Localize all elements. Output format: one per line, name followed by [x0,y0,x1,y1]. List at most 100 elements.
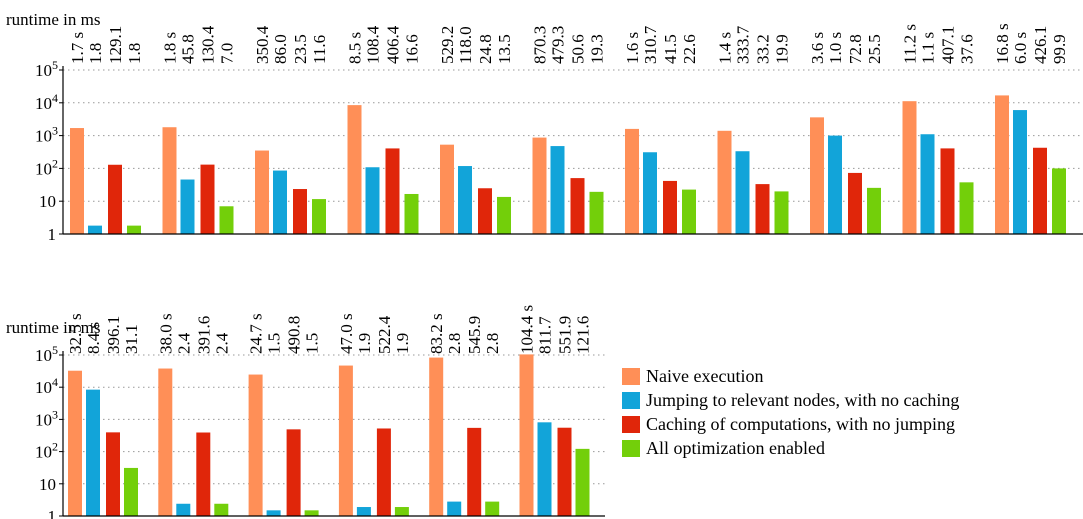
data-label: 391.6 [194,316,213,354]
data-label: 121.6 [574,316,593,354]
bar [266,510,281,516]
bar [312,199,326,234]
bar [176,503,191,516]
legend-swatch-naive [622,367,640,385]
data-label: 11.6 [310,35,329,64]
bar [356,507,371,516]
data-label: 870.3 [531,26,550,64]
bar [273,170,287,234]
data-label: 19.9 [773,34,792,64]
legend-item-jumping: Jumping to relevant nodes, with no cachi… [622,388,959,412]
bar [902,101,917,235]
data-label: 50.6 [569,34,588,64]
legend-swatch-caching [622,415,640,433]
bar [158,368,173,516]
bar [810,117,824,234]
bar [557,427,572,516]
data-label: 118.0 [456,26,475,64]
data-label: 72.8 [846,34,865,64]
bar [589,191,604,234]
data-label: 2.8 [483,333,502,354]
bar [286,429,301,516]
bar [214,503,229,516]
legend-label-jumping: Jumping to relevant nodes, with no cachi… [646,389,960,410]
data-label: 25.5 [865,34,884,64]
legend-swatch-all-optimization [622,439,640,457]
data-label: 2.4 [174,332,193,354]
bar [106,432,120,516]
y-axis-label: runtime in ms [6,10,100,29]
bar [774,191,789,234]
data-label: 16.8 s [993,23,1012,64]
y-tick-label: 105 [35,58,58,80]
bar [124,467,138,516]
data-label: 1.8 [86,43,105,64]
legend-swatch-jumping [622,391,640,409]
data-label: 1.1 s [919,32,938,64]
data-label: 8.4 s [84,322,103,354]
data-label: 350.4 [253,25,272,64]
bar [575,448,590,516]
bar [429,357,444,516]
data-label: 529.2 [438,26,457,64]
data-label: 8.5 s [346,32,365,64]
data-label: 19.3 [588,34,607,64]
data-label: 24.8 [476,34,495,64]
bar [304,510,319,516]
bar [643,152,657,234]
y-tick-label: 10 [39,192,56,211]
bar [376,428,391,516]
data-label: 99.9 [1050,34,1069,64]
legend: Naive execution Jumping to relevant node… [622,364,959,460]
data-label: 83.2 s [427,313,446,354]
data-label: 13.5 [495,34,514,64]
bar [1052,168,1066,234]
legend-label-naive: Naive execution [646,365,764,386]
bar [219,206,234,234]
bar [365,167,380,234]
data-label: 310.7 [641,25,660,64]
bar [200,164,215,234]
data-label: 11.2 s [901,24,920,64]
bar [248,374,263,516]
bar [255,150,269,234]
bar [940,148,955,234]
bar [293,189,307,234]
data-label: 479.3 [549,26,568,64]
bar [519,354,534,516]
bar [196,432,211,516]
data-label: 108.4 [364,25,383,64]
data-label: 86.0 [271,34,290,64]
data-label: 1.5 [303,333,322,354]
y-tick-label: 103 [35,124,58,146]
data-label: 522.4 [375,315,394,354]
bar [70,128,84,234]
legend-label-caching: Caching of computations, with no jumping [646,413,955,434]
data-label: 37.6 [958,34,977,64]
bar [625,128,639,234]
bar [180,179,195,234]
data-label: 1.9 [355,333,374,354]
bar [717,130,732,234]
data-label: 31.1 [122,324,141,354]
bar [485,501,500,516]
bar [755,184,770,234]
y-tick-label: 104 [35,375,58,397]
y-tick-label: 104 [35,91,58,113]
data-label: 1.5 [265,333,284,354]
legend-item-naive: Naive execution [622,364,959,388]
data-label: 490.8 [285,316,304,354]
bar [1033,147,1047,234]
bar [550,146,565,234]
legend-item-caching: Caching of computations, with no jumping [622,412,959,436]
data-label: 1.8 [125,43,144,64]
data-label: 22.6 [680,34,699,64]
bar [959,182,974,234]
y-tick-label: 102 [35,156,58,178]
data-label: 406.4 [384,25,403,64]
bar [127,225,141,234]
bar [867,187,881,234]
data-label: 333.7 [734,25,753,64]
